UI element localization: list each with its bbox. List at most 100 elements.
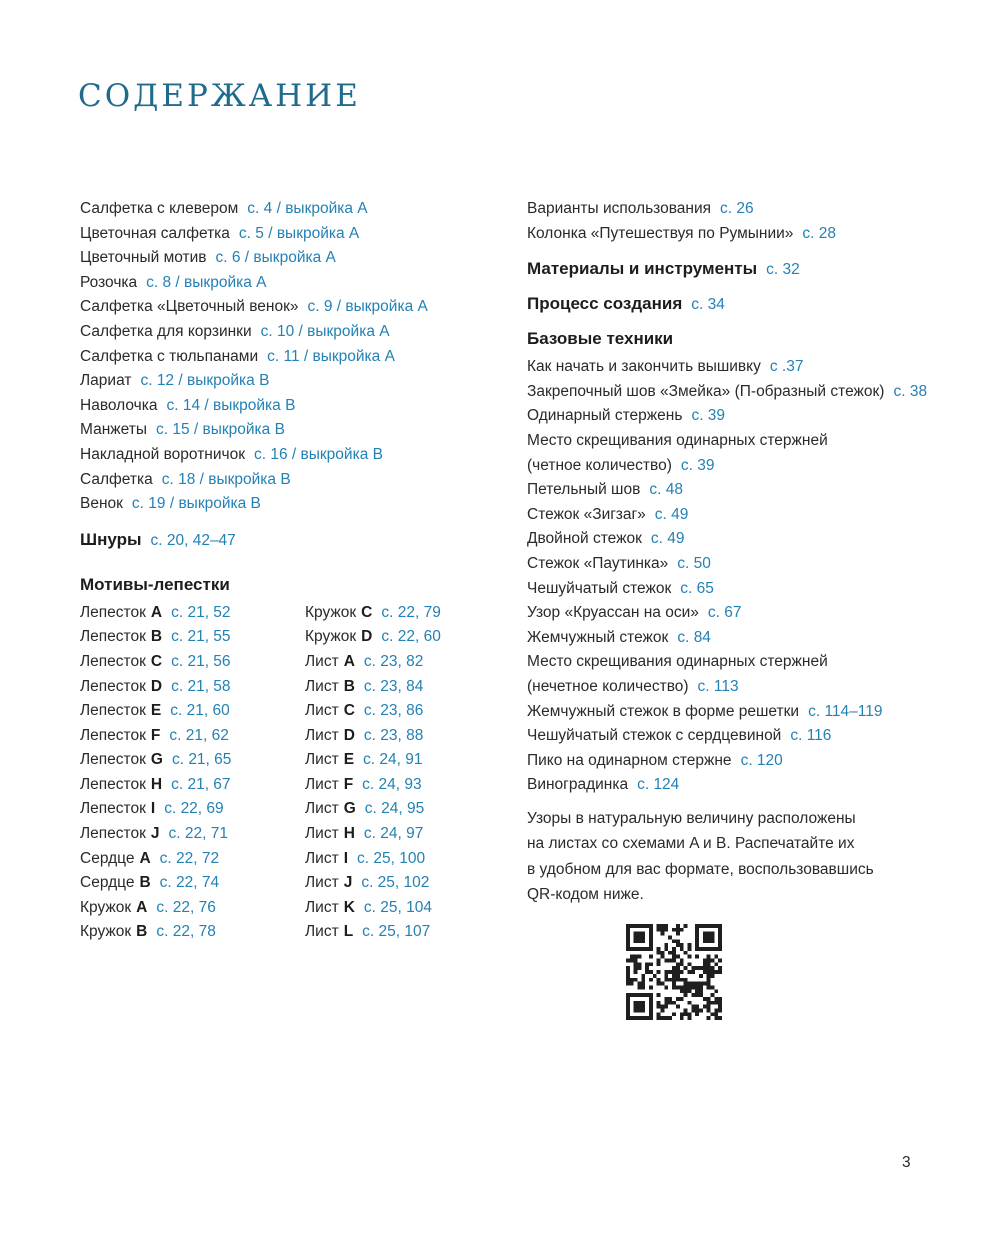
toc-entry: Жемчужный стежок в форме решетки с. 114–1…: [527, 700, 947, 725]
toc-entry-label: Венок: [80, 495, 123, 513]
toc-page-ref[interactable]: с. 120: [740, 751, 783, 769]
toc-entry-label: Одинарный стержень: [527, 407, 683, 425]
motif-letter: F: [343, 775, 354, 793]
toc-page-ref[interactable]: с. 34: [691, 296, 725, 314]
toc-entry-label: Лист: [305, 652, 339, 670]
toc-page-ref[interactable]: с. 22, 76: [156, 898, 216, 916]
toc-entry-label: Лист: [305, 874, 339, 892]
toc-entry-label: Лариат: [80, 372, 132, 390]
toc-page-ref[interactable]: с. 5 / выкройка A: [238, 224, 360, 242]
toc-page-ref[interactable]: с. 26: [720, 200, 754, 217]
toc-page-ref[interactable]: с. 24, 97: [363, 825, 424, 843]
toc-page-ref[interactable]: с. 21, 52: [171, 603, 231, 621]
toc-page-ref[interactable]: с. 16 / выкройка B: [254, 445, 383, 463]
toc-entry-label: Лист: [305, 898, 339, 916]
toc-page-ref[interactable]: с. 124: [637, 776, 680, 794]
toc-page-ref[interactable]: с. 67: [707, 604, 742, 622]
toc-page-ref[interactable]: с. 22, 71: [168, 825, 228, 843]
toc-entry-label: Лепесток: [80, 751, 146, 769]
toc-entry-label: (нечетное количество): [527, 677, 689, 695]
motif-letter: C: [343, 702, 355, 720]
toc-page-ref[interactable]: с. 39: [691, 407, 726, 425]
toc-page-ref[interactable]: с. 39: [680, 456, 715, 474]
toc-page-ref[interactable]: с .37: [769, 358, 804, 376]
toc-page-ref[interactable]: с. 24, 95: [364, 800, 425, 818]
toc-page-ref[interactable]: с. 24, 93: [362, 775, 422, 793]
toc-page-ref[interactable]: с. 21, 62: [169, 726, 229, 744]
toc-page-ref[interactable]: с. 4 / выкройка A: [247, 200, 368, 217]
toc-entry-label: Узор «Круассан на оси»: [527, 604, 699, 622]
motif-letter: C: [361, 603, 373, 621]
toc-page-ref[interactable]: с. 15 / выкройка B: [155, 421, 285, 439]
toc-page-ref[interactable]: с. 28: [802, 224, 837, 242]
toc-entry-label: Колонка «Путешествуя по Румынии»: [527, 224, 794, 242]
toc-page-ref[interactable]: с. 21, 58: [171, 677, 231, 695]
section-heading-label: Материалы и инструменты: [527, 259, 758, 279]
toc-page-ref[interactable]: с. 22, 72: [159, 849, 220, 867]
toc-page-ref[interactable]: с. 114–119: [808, 702, 883, 720]
toc-page-ref[interactable]: с. 21, 65: [171, 751, 232, 769]
toc-page-ref[interactable]: с. 25, 100: [357, 849, 426, 867]
toc-entry-label: Лепесток: [80, 652, 146, 670]
toc-page-ref[interactable]: с. 18 / выкройка B: [161, 470, 291, 488]
toc-entry-label: Лист: [305, 800, 339, 818]
toc-page-ref[interactable]: с. 22, 78: [156, 923, 216, 941]
section-heading-motifs: Мотивы-лепестки: [80, 572, 525, 597]
toc-page-ref[interactable]: с. 65: [680, 579, 714, 597]
toc-entry: Розочка с. 8 / выкройка A: [80, 271, 525, 296]
toc-entry-label: Лепесток: [80, 775, 146, 793]
toc-entry: Цветочный мотив с. 6 / выкройка A: [80, 246, 525, 271]
toc-page-ref[interactable]: с. 21, 60: [170, 702, 230, 720]
toc-entry-label: Виноградинка: [527, 776, 629, 794]
toc-entry-label: Лепесток: [80, 702, 146, 720]
section-heading-basics: Базовые техники: [527, 326, 947, 351]
toc-page-ref[interactable]: с. 25, 102: [361, 874, 430, 892]
section-heading-label: Мотивы-лепестки: [80, 574, 230, 594]
toc-page-ref[interactable]: с. 8 / выкройка A: [146, 273, 267, 291]
toc-page-ref[interactable]: с. 19 / выкройка B: [131, 495, 261, 513]
toc-page-ref[interactable]: с. 38: [893, 382, 928, 400]
toc-page-ref[interactable]: с. 14 / выкройка B: [166, 396, 296, 414]
toc-page-ref[interactable]: с. 48: [649, 481, 683, 499]
toc-page-ref[interactable]: с. 84: [677, 628, 711, 646]
toc-page-ref[interactable]: с. 32: [766, 261, 800, 279]
toc-page-ref[interactable]: с. 22, 74: [159, 874, 220, 892]
toc-page-ref[interactable]: с. 21, 67: [171, 775, 231, 793]
toc-entry: (нечетное количество) с. 113: [527, 675, 947, 700]
toc-page-ref[interactable]: с. 22, 79: [381, 603, 441, 621]
toc-page-ref[interactable]: с. 25, 107: [362, 923, 431, 941]
toc-page-ref[interactable]: с. 10 / выкройка A: [260, 322, 390, 340]
section-heading-label: Базовые техники: [527, 329, 674, 349]
toc-page-ref[interactable]: с. 23, 86: [363, 702, 424, 720]
toc-page-ref[interactable]: с. 21, 56: [171, 652, 231, 670]
toc-page-ref[interactable]: с. 22, 60: [381, 628, 441, 646]
toc-page-ref[interactable]: с. 49: [650, 530, 685, 548]
toc-page-ref[interactable]: с. 11 / выкройка A: [267, 347, 395, 365]
toc-page-ref[interactable]: с. 20, 42–47: [150, 531, 236, 549]
toc-page-ref[interactable]: с. 23, 88: [363, 726, 424, 744]
toc-page-ref[interactable]: с. 21, 55: [171, 628, 231, 646]
toc-page-ref[interactable]: с. 49: [654, 505, 689, 523]
toc-page-ref[interactable]: с. 23, 84: [363, 677, 424, 695]
toc-page-ref[interactable]: с. 116: [790, 727, 832, 745]
toc-page-ref[interactable]: с. 12 / выкройка B: [140, 372, 270, 390]
section-heading-process: Процесс создания с. 34: [527, 291, 947, 317]
toc-page-ref[interactable]: с. 24, 91: [363, 751, 423, 769]
toc-page-ref[interactable]: с. 113: [697, 677, 739, 695]
toc-entry: Узор «Круассан на оси» с. 67: [527, 601, 947, 626]
toc-page-ref[interactable]: с. 23, 82: [363, 652, 424, 670]
toc-page-ref[interactable]: с. 25, 104: [363, 898, 432, 916]
toc-page-ref[interactable]: с. 6 / выкройка A: [215, 249, 336, 267]
toc-page-ref[interactable]: с. 50: [677, 554, 711, 572]
toc-page-ref[interactable]: с. 9 / выкройка A: [307, 298, 428, 316]
toc-entry-label: Кружок: [80, 898, 132, 916]
toc-page-ref[interactable]: с. 22, 69: [164, 800, 224, 818]
